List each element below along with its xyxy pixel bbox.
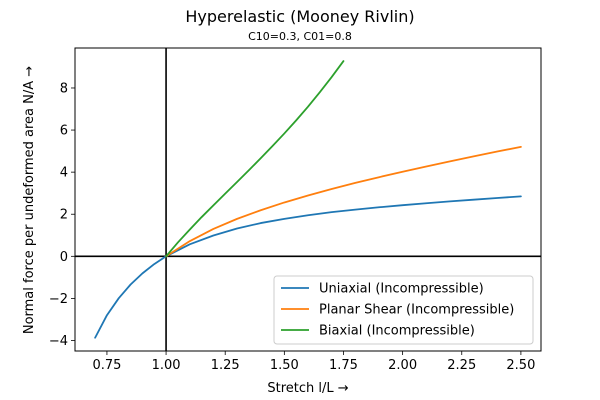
legend-label-3: Biaxial (Incompressible) <box>319 324 475 339</box>
y-tick-label: −2 <box>49 292 68 307</box>
x-tick-label: 1.25 <box>211 358 240 373</box>
y-tick-label: 8 <box>60 81 68 96</box>
x-tick-label: 1.75 <box>329 358 358 373</box>
series-line-2 <box>165 145 522 258</box>
y-tick-label: −4 <box>49 334 68 349</box>
x-axis-ticks: 0.75 1.00 1.25 1.50 1.75 2.00 2.25 2.50 <box>92 351 535 373</box>
series-line-1 <box>94 195 522 339</box>
y-tick-label: 0 <box>60 250 68 265</box>
plot-frame <box>74 47 542 352</box>
x-tick-label: 2.25 <box>447 358 476 373</box>
y-axis-label: Normal force per undeformed area N/A → <box>22 66 37 334</box>
y-tick-label: 6 <box>60 124 68 139</box>
series-layer <box>94 60 522 339</box>
x-tick-label: 1.50 <box>270 358 299 373</box>
legend: Uniaxial (Incompressible) Planar Shear (I… <box>273 275 534 345</box>
x-tick-label: 2.50 <box>506 358 535 373</box>
plot-area: 0.75 1.00 1.25 1.50 1.75 2.00 2.25 2.50 −4 −2 0 2 4… <box>49 47 542 373</box>
x-tick-label: 1.00 <box>152 358 181 373</box>
x-axis-label: Stretch l/L → <box>267 381 348 396</box>
chart-subtitle: C10=0.3, C01=0.8 <box>248 30 352 43</box>
y-tick-label: 4 <box>60 166 68 181</box>
y-tick-label: 2 <box>60 208 68 223</box>
series-line-3 <box>165 60 345 258</box>
reference-lines <box>75 48 541 351</box>
x-tick-label: 0.75 <box>92 358 121 373</box>
legend-label-2: Planar Shear (Incompressible) <box>319 303 514 318</box>
legend-label-1: Uniaxial (Incompressible) <box>319 282 484 297</box>
y-axis-ticks: −4 −2 0 2 4 6 8 <box>49 81 75 349</box>
chart-title: Hyperelastic (Mooney Rivlin) <box>185 7 414 26</box>
x-tick-label: 2.00 <box>388 358 417 373</box>
legend-box <box>273 275 534 345</box>
